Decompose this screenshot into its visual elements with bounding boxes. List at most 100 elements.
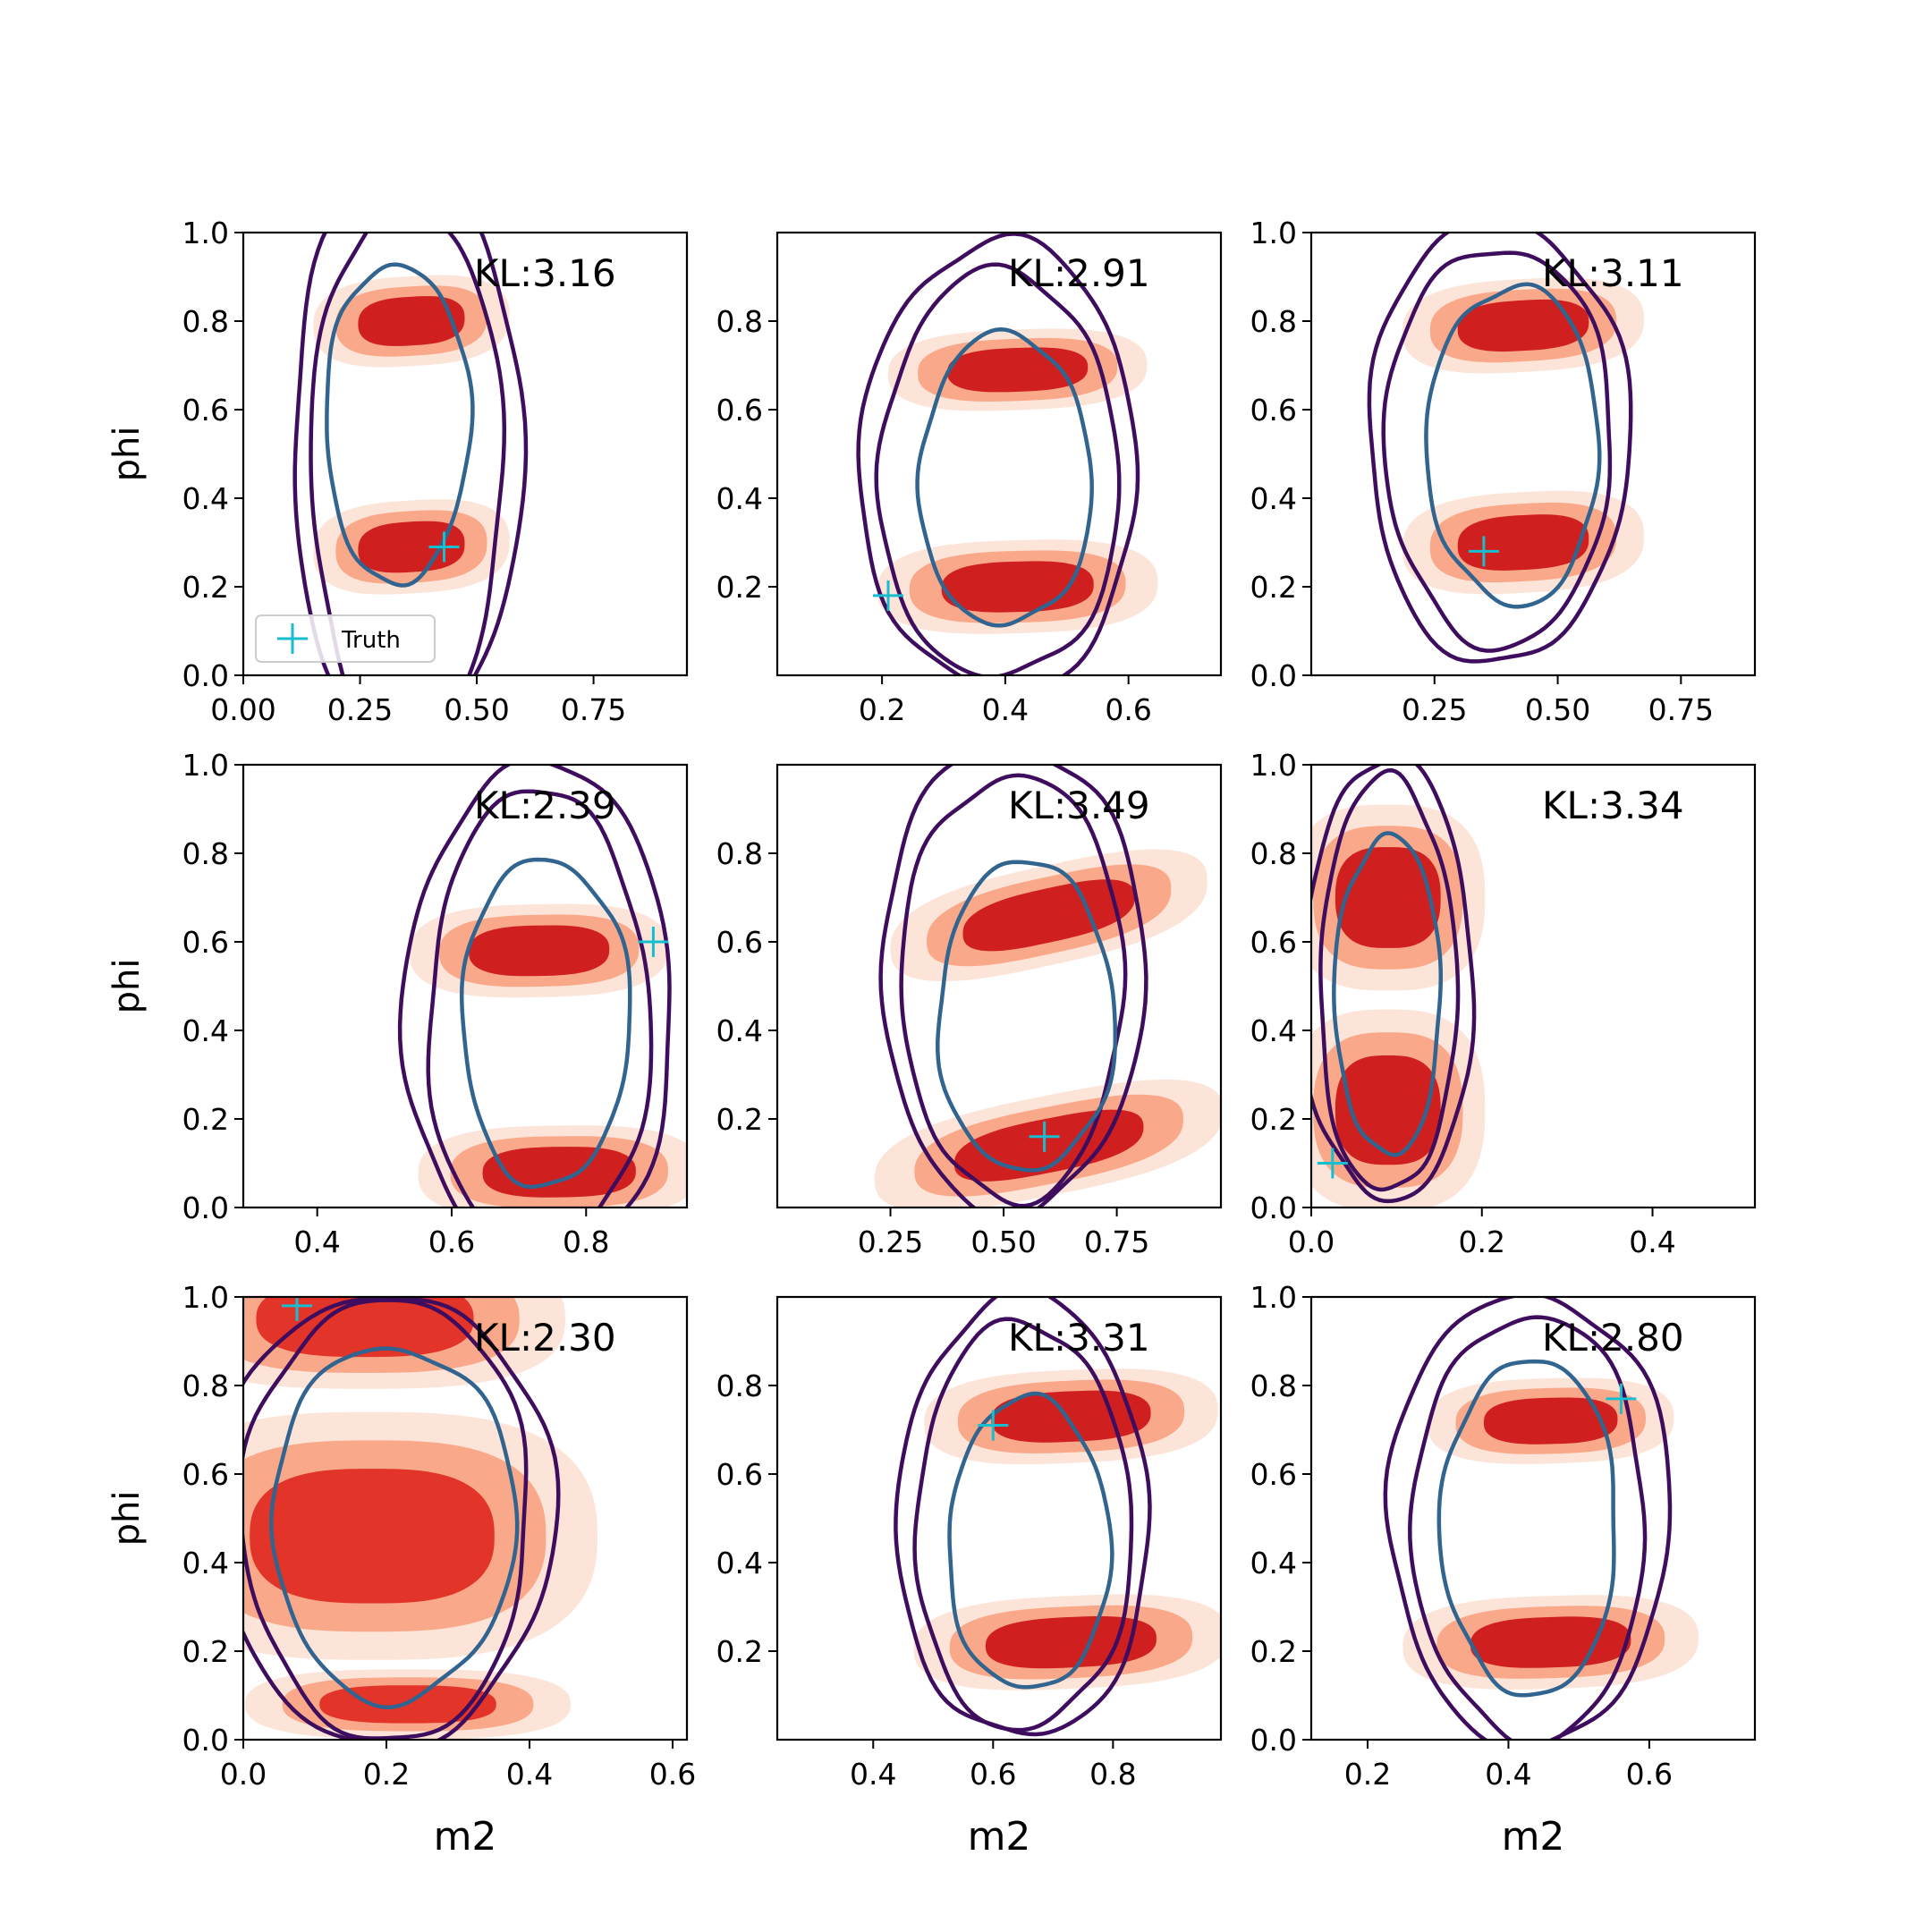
density-level-3 xyxy=(947,347,1089,393)
inner-contour-line xyxy=(1424,282,1602,609)
y-tick-label: 0.2 xyxy=(182,1102,229,1137)
y-tick-label: 0.8 xyxy=(1250,836,1297,871)
y-tick-label: 0.6 xyxy=(1250,393,1297,428)
y-tick-label: 0.4 xyxy=(716,481,763,516)
legend: Truth xyxy=(255,614,436,663)
outer-contour-line xyxy=(874,262,1122,675)
y-tick-label: 1.0 xyxy=(182,748,229,783)
y-tick-label: 0.0 xyxy=(1250,1191,1297,1225)
x-tick-label: 0.4 xyxy=(1485,1757,1531,1792)
y-tick-label: 0.0 xyxy=(182,658,229,693)
kl-label: KL:3.34 xyxy=(1542,784,1684,827)
x-tick-label: 0.6 xyxy=(649,1757,696,1792)
outer-contour-line xyxy=(243,1298,529,1740)
inner-contour-line xyxy=(1436,1359,1616,1698)
y-tick-label: 0.4 xyxy=(1250,1546,1297,1580)
kl-label: KL:2.91 xyxy=(1008,251,1150,295)
outer-contour-line xyxy=(1383,1297,1673,1740)
y-tick-label: 0.0 xyxy=(1250,658,1297,693)
density-level-3 xyxy=(1457,299,1589,352)
x-tick-label: 0.8 xyxy=(563,1224,609,1259)
axes-frame xyxy=(242,1295,689,1741)
kl-label: KL:2.39 xyxy=(474,784,616,827)
x-axis-label: m2 xyxy=(968,1814,1031,1860)
x-tick-label: 0.0 xyxy=(1288,1224,1335,1259)
panel-3: KL:3.11 0.25 0.50 0.75 0.0 0.2 0.4 0.6 0.8 1.0 xyxy=(1250,216,1757,727)
y-tick-label: 0.0 xyxy=(182,1723,229,1758)
outer-contour-line xyxy=(309,233,507,675)
y-tick-label: 0.2 xyxy=(716,1634,763,1669)
inner-contour-line xyxy=(936,860,1118,1173)
y-tick-label: 0.6 xyxy=(716,1457,763,1492)
x-tick-label: 0.4 xyxy=(293,1224,340,1259)
plot-area xyxy=(1311,765,1486,1208)
y-tick-label: 0.6 xyxy=(182,1457,229,1492)
x-tick-label: 0.2 xyxy=(1344,1757,1391,1792)
y-tick-label: 0.2 xyxy=(716,570,763,605)
y-tick-label: 0.6 xyxy=(1250,1457,1297,1492)
y-tick-label: 1.0 xyxy=(182,216,229,250)
y-tick-label: 1.0 xyxy=(1250,216,1297,250)
outer-contour-line xyxy=(1311,765,1477,1204)
x-axis-label: m2 xyxy=(1502,1814,1565,1860)
plot-area xyxy=(856,233,1158,675)
x-tick-label: 0.25 xyxy=(327,692,393,727)
inner-contour-line xyxy=(915,326,1094,628)
y-tick-label: 0.4 xyxy=(716,1013,763,1048)
y-tick-label: 0.0 xyxy=(1250,1723,1297,1758)
density-level-3 xyxy=(1457,514,1589,571)
y-tick-label: 0.6 xyxy=(716,393,763,428)
density-level-3 xyxy=(250,1469,495,1604)
x-axis-label: m2 xyxy=(434,1814,497,1860)
y-tick-label: 1.0 xyxy=(1250,748,1297,783)
y-tick-label: 0.6 xyxy=(182,393,229,428)
legend-label: Truth xyxy=(341,627,401,654)
x-tick-label: 0.50 xyxy=(970,1224,1036,1259)
kl-label: KL:2.30 xyxy=(474,1316,616,1360)
axes-frame xyxy=(775,1295,1223,1741)
x-tick-label: 0.2 xyxy=(1459,1224,1505,1259)
y-tick-label: 0.8 xyxy=(182,1368,229,1403)
outer-contour-line xyxy=(1318,767,1461,1192)
y-tick-label: 0.4 xyxy=(1250,1013,1297,1048)
y-tick-label: 0.8 xyxy=(1250,304,1297,339)
x-tick-label: 0.75 xyxy=(1648,692,1714,727)
panel-4: KL:2.39 0.4 0.6 0.8 0.0 0.2 0.4 0.6 0.8 1.0 phi xyxy=(106,748,689,1259)
axes-frame xyxy=(775,763,1223,1209)
y-axis-label: phi xyxy=(106,427,148,482)
outer-contour-line xyxy=(1381,250,1613,653)
panel-2: KL:2.91 0.2 0.4 0.6 0.2 0.4 0.6 0.8 xyxy=(716,231,1223,727)
outer-contour-line xyxy=(878,765,1148,1208)
outer-contour-line xyxy=(912,1317,1134,1733)
x-tick-label: 0.00 xyxy=(210,692,275,727)
y-tick-label: 0.4 xyxy=(1250,481,1297,516)
y-axis-label: phi xyxy=(106,1491,148,1546)
outer-contour-line xyxy=(856,233,1140,675)
legend-box xyxy=(255,614,436,663)
x-tick-label: 0.8 xyxy=(1089,1757,1136,1792)
panel-1: KL:3.16 0.00 0.25 0.50 0.75 0.0 0.2 0.4 0.6 0.8 1.… xyxy=(106,216,689,727)
panel-5: KL:3.49 0.25 0.50 0.75 0.2 0.4 0.6 0.8 xyxy=(716,763,1223,1259)
y-tick-label: 0.6 xyxy=(182,925,229,960)
axes-frame xyxy=(1309,1295,1757,1741)
y-tick-label: 0.2 xyxy=(1250,1634,1297,1669)
plot-area xyxy=(1367,233,1644,664)
axes-frame xyxy=(1309,231,1757,677)
x-tick-label: 0.2 xyxy=(859,692,905,727)
outer-contour-line xyxy=(899,773,1128,1208)
plot-area xyxy=(1383,1297,1699,1740)
x-tick-label: 0.4 xyxy=(850,1757,896,1792)
density-level-3 xyxy=(469,925,610,977)
inner-contour-line xyxy=(1332,831,1444,1157)
y-tick-label: 0.2 xyxy=(1250,570,1297,605)
density-level-3 xyxy=(991,1390,1151,1443)
plot-area xyxy=(874,765,1221,1208)
outer-contour-line xyxy=(426,789,654,1208)
y-tick-label: 0.4 xyxy=(716,1546,763,1580)
y-axis-label: phi xyxy=(106,959,148,1014)
plot-area xyxy=(894,1297,1221,1737)
x-tick-label: 0.2 xyxy=(363,1757,410,1792)
axes-frame xyxy=(242,231,689,677)
kl-label: KL:3.16 xyxy=(474,251,616,295)
